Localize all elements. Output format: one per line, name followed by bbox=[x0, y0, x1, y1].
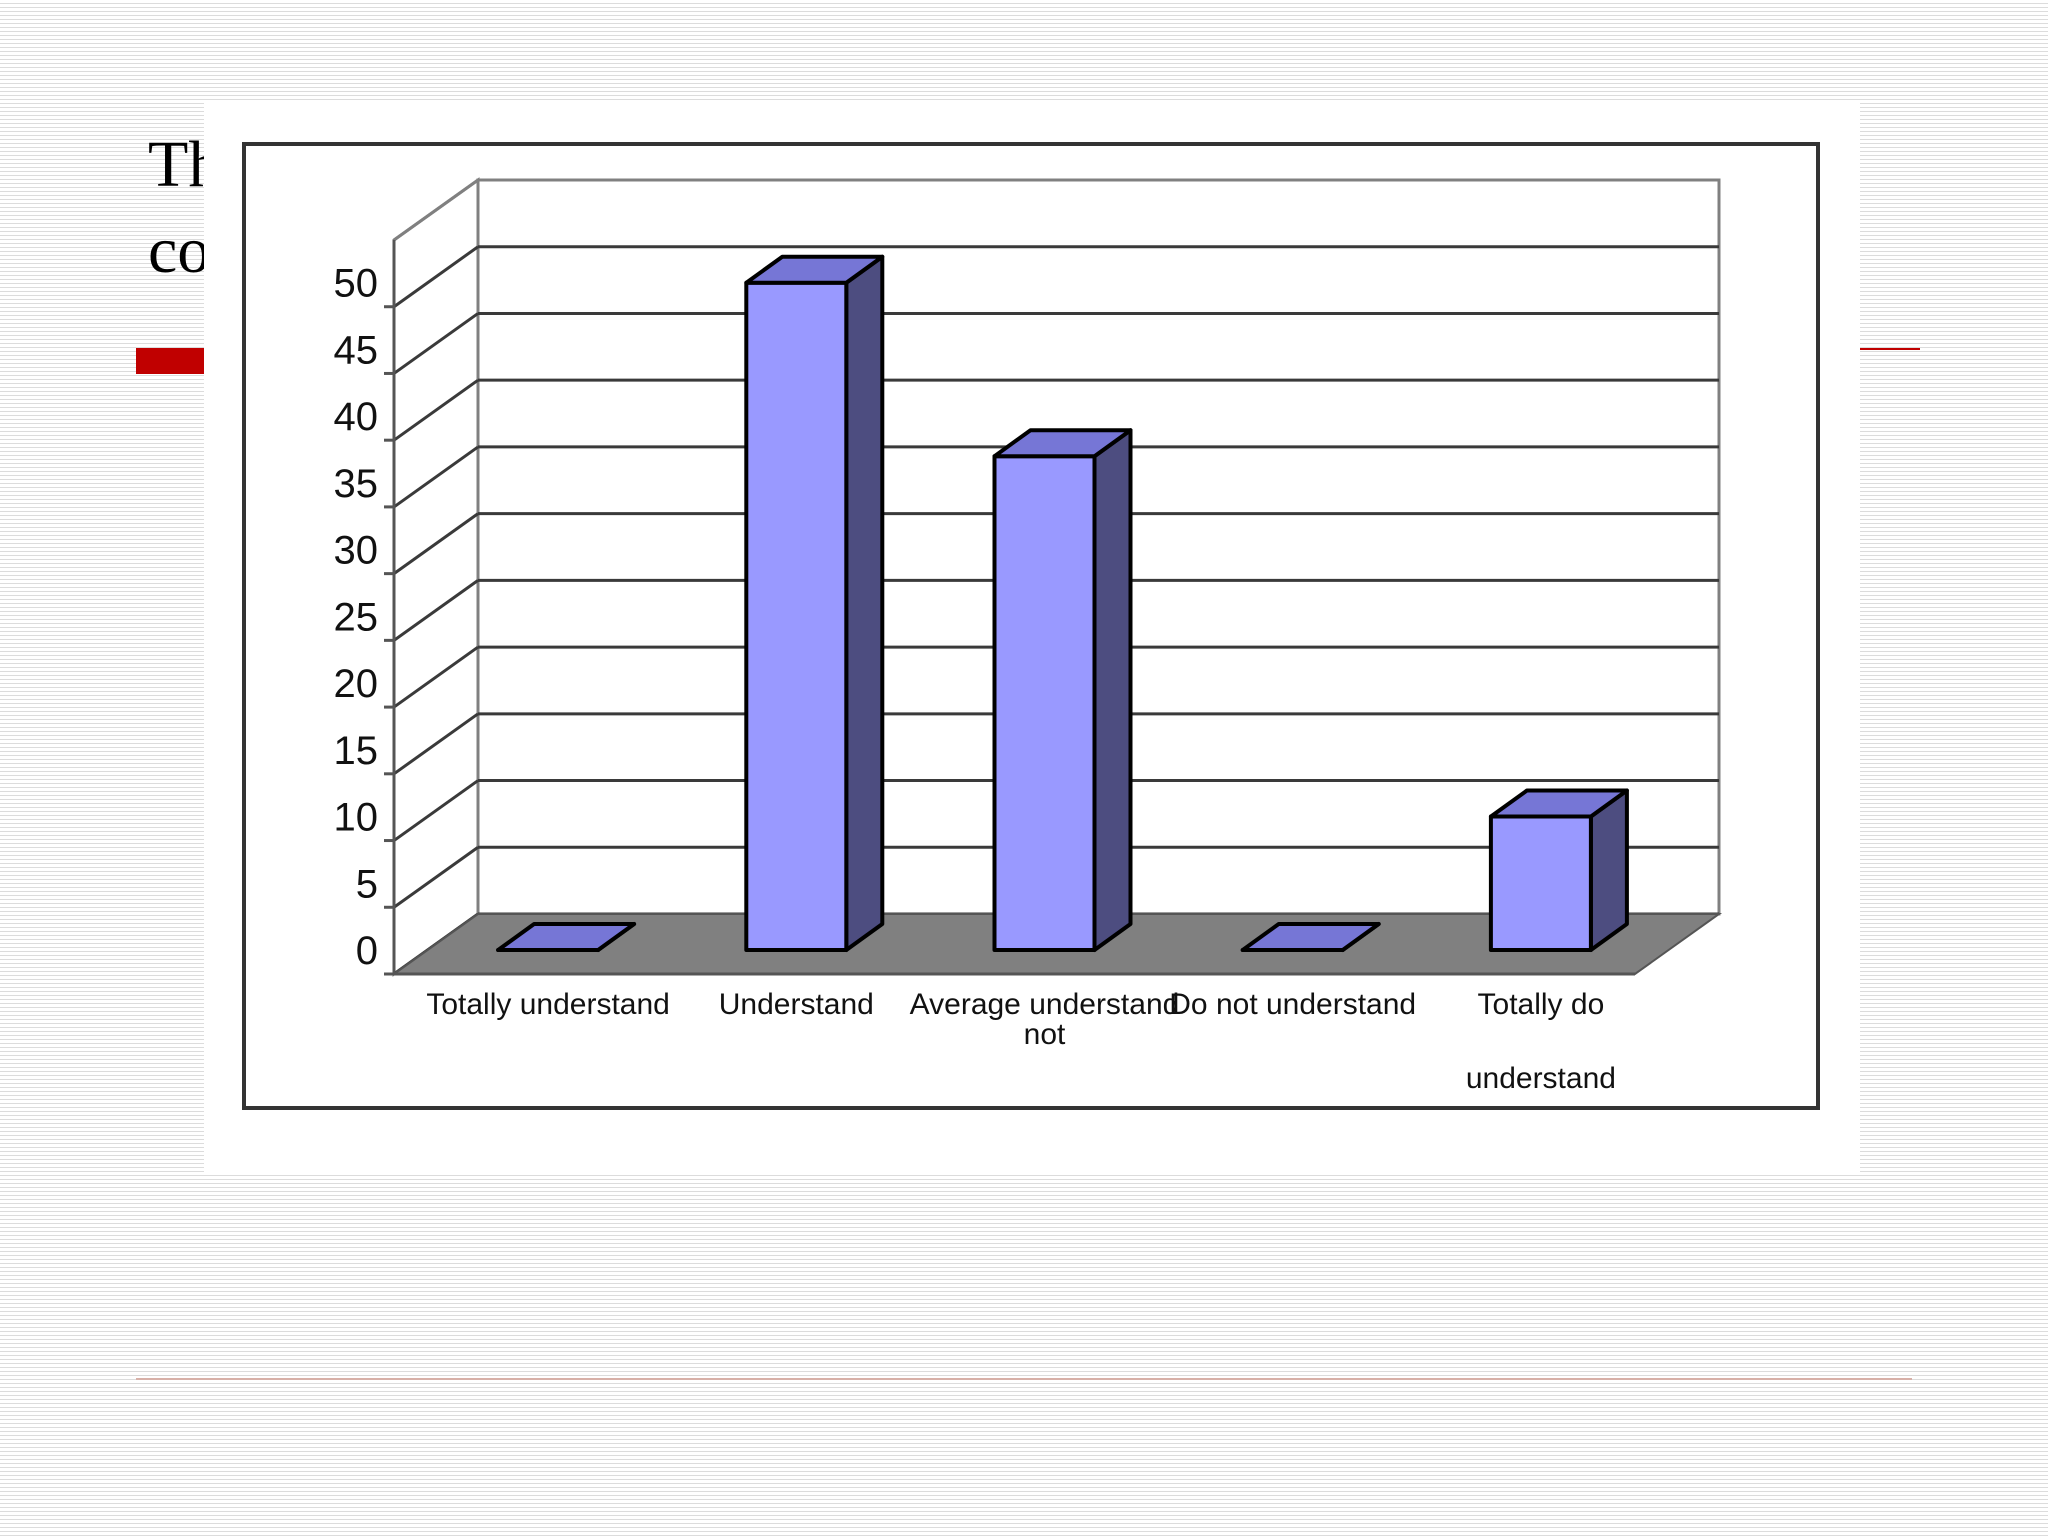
x-tick-label: Do not understand bbox=[1169, 988, 1416, 1021]
y-tick-label: 20 bbox=[334, 662, 379, 706]
bar-top bbox=[1488, 788, 1629, 819]
bar bbox=[992, 428, 1133, 952]
gridline-side bbox=[393, 512, 479, 575]
bar-front bbox=[1488, 814, 1593, 952]
gridline-top-side bbox=[393, 178, 479, 242]
x-tick-label: not bbox=[1024, 1018, 1066, 1051]
gridline-side bbox=[393, 846, 479, 909]
gridline-side bbox=[393, 779, 479, 842]
y-tick-label: 30 bbox=[334, 529, 379, 573]
bar-side bbox=[1092, 428, 1133, 952]
bar-chart: 0 5 10 15 20 25 30 35 40 45 50 Totally understand U… bbox=[242, 142, 1820, 1110]
x-tick-label: Average understand bbox=[910, 988, 1180, 1021]
y-tick-label: 45 bbox=[334, 328, 379, 372]
bar-front bbox=[992, 454, 1097, 952]
bar bbox=[1240, 922, 1381, 952]
bar-front bbox=[744, 280, 849, 952]
footer-rule bbox=[136, 1378, 1912, 1380]
y-tick-label: 5 bbox=[356, 862, 378, 906]
gridline-side bbox=[393, 712, 479, 776]
y-axis: 0 5 10 15 20 25 30 35 40 45 50 bbox=[334, 240, 1635, 976]
x-tick-label: Totally do bbox=[1478, 988, 1605, 1021]
bar-series bbox=[496, 254, 1629, 952]
bar-top bbox=[496, 922, 637, 952]
gridline-side bbox=[393, 312, 479, 375]
gridline-side bbox=[393, 579, 479, 642]
y-tick-label: 15 bbox=[334, 729, 379, 773]
bar-top bbox=[1240, 922, 1381, 952]
y-tick-label: 0 bbox=[356, 929, 378, 973]
bar-top bbox=[744, 254, 885, 285]
gridline-side bbox=[393, 245, 479, 308]
bar bbox=[744, 254, 885, 952]
y-tick-label: 40 bbox=[334, 395, 379, 439]
bar bbox=[496, 922, 637, 952]
y-tick-label: 10 bbox=[334, 796, 379, 840]
gridline-side bbox=[393, 645, 479, 709]
x-tick-label: Totally understand bbox=[426, 988, 670, 1021]
chart-image: 0 5 10 15 20 25 30 35 40 45 50 Totally understand U… bbox=[204, 102, 1860, 1174]
gridline-side bbox=[393, 445, 479, 509]
slide-title-line-2: co bbox=[148, 214, 211, 287]
title-accent-line bbox=[1842, 348, 1920, 350]
y-tick-label: 35 bbox=[334, 462, 379, 506]
y-tick-label: 50 bbox=[334, 262, 379, 306]
y-tick-label: 25 bbox=[334, 595, 379, 639]
gridline-side bbox=[393, 378, 479, 442]
x-tick-label: Understand bbox=[719, 988, 874, 1021]
category-labels: Totally understand Understand Average unde… bbox=[426, 988, 1616, 1095]
bar bbox=[1488, 788, 1629, 952]
bar-top bbox=[992, 428, 1133, 459]
x-tick-label: understand bbox=[1466, 1062, 1616, 1095]
bar-side bbox=[844, 254, 885, 952]
